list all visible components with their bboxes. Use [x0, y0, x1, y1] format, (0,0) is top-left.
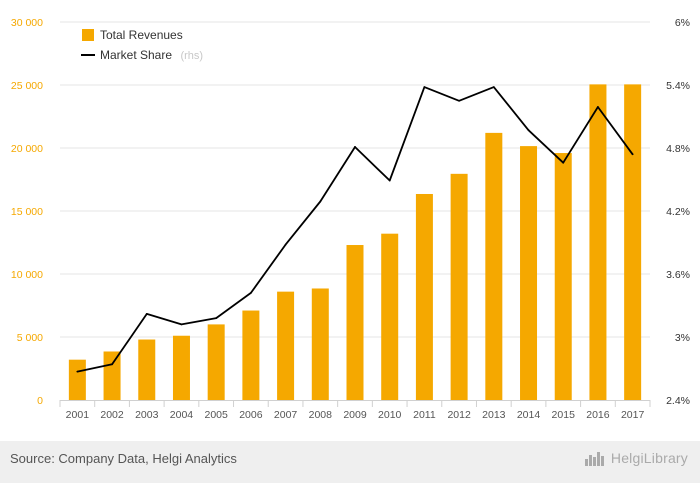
market-share-point-2014 — [527, 129, 530, 132]
y-right-tick-label: 3.6% — [666, 269, 690, 281]
x-tick-label-2017: 2017 — [621, 409, 645, 421]
bar-2005 — [207, 324, 225, 400]
x-tick-label-2016: 2016 — [586, 409, 610, 421]
bar-2013 — [485, 132, 503, 400]
market-share-point-2001 — [76, 370, 79, 373]
x-tick-label-2008: 2008 — [309, 409, 333, 421]
x-axis: 2001 2002 2003 2004 2005 2006 2007 2008 2009 2010… — [59, 400, 651, 421]
y-right-tick-label: 6% — [675, 17, 690, 29]
bar-2014 — [520, 146, 538, 400]
bar-chart-logo-icon — [584, 452, 604, 466]
bar-2008 — [311, 288, 329, 400]
market-share-point-2009 — [354, 146, 356, 148]
y-left-tick-label: 15 000 — [11, 206, 43, 218]
line-series-market-share — [76, 86, 634, 373]
market-share-point-2015 — [562, 161, 565, 164]
x-tick-label-2013: 2013 — [482, 409, 506, 421]
bar-2017 — [624, 84, 642, 401]
bar-2012 — [450, 173, 468, 400]
bar-2003 — [138, 339, 156, 400]
y-right-tick-label: 4.2% — [666, 206, 690, 218]
bar-2009 — [346, 245, 364, 400]
x-tick-label-2006: 2006 — [239, 409, 263, 421]
market-share-point-2007 — [284, 243, 287, 246]
bar-series-total-revenues — [68, 84, 642, 401]
x-tick-label-2007: 2007 — [274, 409, 298, 421]
y-left-tick-label: 10 000 — [11, 269, 43, 281]
bar-2006 — [242, 310, 260, 400]
footer: Source: Company Data, Helgi Analytics He… — [0, 441, 700, 483]
x-tick-label-2009: 2009 — [343, 409, 367, 421]
bar-2010 — [381, 233, 399, 400]
x-tick-label-2003: 2003 — [135, 409, 159, 421]
bar-2015 — [554, 153, 572, 400]
legend: Total Revenues Market Share (rhs) — [81, 28, 203, 63]
grid-lines — [60, 21, 650, 338]
source-note: Source: Company Data, Helgi Analytics — [10, 451, 237, 466]
bar-2002 — [103, 351, 121, 400]
y-left-tick-label: 20 000 — [11, 143, 43, 155]
legend-label-market-share-name: Market Share — [100, 48, 172, 62]
x-tick-label-2012: 2012 — [447, 409, 471, 421]
y-left-tick-label: 5 000 — [17, 332, 43, 344]
market-share-point-2002 — [111, 363, 113, 366]
legend-swatch-total-revenues — [82, 29, 94, 41]
market-share-point-2005 — [215, 317, 218, 319]
bar-2001 — [68, 359, 86, 400]
legend-label-total-revenues: Total Revenues — [100, 28, 183, 42]
y-left-tick-label: 0 — [37, 395, 43, 407]
y-right-tick-label: 4.8% — [666, 143, 690, 155]
bar-2011 — [415, 193, 433, 400]
y-left-tick-label: 25 000 — [11, 80, 43, 92]
market-share-point-2017 — [631, 153, 634, 156]
x-tick-label-2014: 2014 — [517, 409, 541, 421]
x-tick-label-2004: 2004 — [170, 409, 194, 421]
y-right-tick-label: 3% — [675, 332, 690, 344]
market-share-point-2003 — [145, 313, 148, 315]
y-left-tick-label: 30 000 — [11, 17, 43, 29]
market-share-point-2008 — [319, 200, 322, 203]
legend-label-market-share: Market Share (rhs) — [100, 46, 203, 63]
market-share-point-2012 — [458, 99, 461, 102]
y-right-tick-label: 5.4% — [666, 80, 690, 92]
brand-name: HelgiLibrary — [610, 450, 688, 466]
market-share-point-2013 — [492, 86, 495, 88]
market-share-point-2006 — [249, 292, 252, 294]
x-tick-label-2001: 2001 — [66, 409, 90, 421]
bar-2016 — [589, 84, 607, 401]
x-tick-label-2002: 2002 — [100, 409, 124, 421]
legend-label-market-share-suffix: (rhs) — [180, 50, 203, 62]
right-axis-labels: 2.4% 3% 3.6% 4.2% 4.8% 5.4% 6% — [666, 17, 690, 407]
y-right-tick-label: 2.4% — [666, 395, 690, 407]
market-share-point-2010 — [388, 179, 391, 182]
left-axis-labels: 0 5 000 10 000 15 000 20 000 25 000 30 000 — [11, 17, 43, 407]
market-share-point-2016 — [597, 106, 599, 108]
x-tick-label-2005: 2005 — [204, 409, 228, 421]
x-tick-label-2011: 2011 — [413, 409, 436, 421]
bar-2004 — [172, 335, 190, 400]
bar-2007 — [277, 291, 295, 400]
x-tick-label-2015: 2015 — [552, 409, 576, 421]
market-share-point-2011 — [423, 86, 426, 88]
x-tick-label-2010: 2010 — [378, 409, 402, 421]
brand-logo: HelgiLibrary — [584, 450, 688, 466]
market-share-point-2004 — [180, 323, 183, 326]
